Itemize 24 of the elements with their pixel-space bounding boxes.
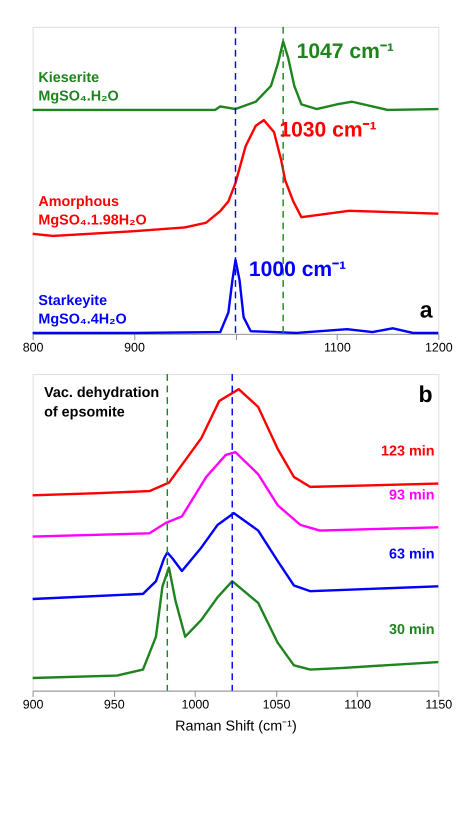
series-label: 30 min: [388, 622, 435, 638]
annotation: a: [420, 296, 433, 323]
x-tick-label: 900: [22, 697, 44, 712]
x-tick-label: 950: [104, 697, 125, 712]
annotation: b: [418, 380, 433, 407]
series-label: Starkeyite MgSO₄.4H₂O: [38, 293, 127, 328]
series-label: 123 min: [380, 444, 435, 460]
series-label: Kieserite MgSO₄.H₂O: [38, 70, 119, 104]
annotation: 1047 cm⁻¹: [296, 40, 394, 63]
series-label: Amorphous MgSO₄.1.98H₂O: [38, 194, 147, 228]
x-axis-title: Raman Shift (cm⁻¹): [175, 718, 297, 734]
x-tick-label: 900: [124, 340, 145, 355]
series-label: 63 min: [388, 546, 435, 563]
annotation: 1000 cm⁻¹: [248, 258, 346, 282]
annotation: 1030 cm⁻¹: [279, 118, 377, 142]
x-tick-label: 1050: [262, 697, 290, 712]
x-tick-label: 800: [22, 340, 44, 355]
x-tick-label: 1100: [324, 340, 351, 355]
x-tick-label: 1000: [182, 697, 210, 712]
series-label: 93 min: [388, 487, 435, 504]
x-tick-label: 1200: [424, 340, 453, 355]
x-tick-label: 1100: [344, 697, 372, 712]
annotation: Vac. dehydration of epsomite: [44, 385, 160, 420]
x-tick-label: 1150: [425, 697, 452, 712]
